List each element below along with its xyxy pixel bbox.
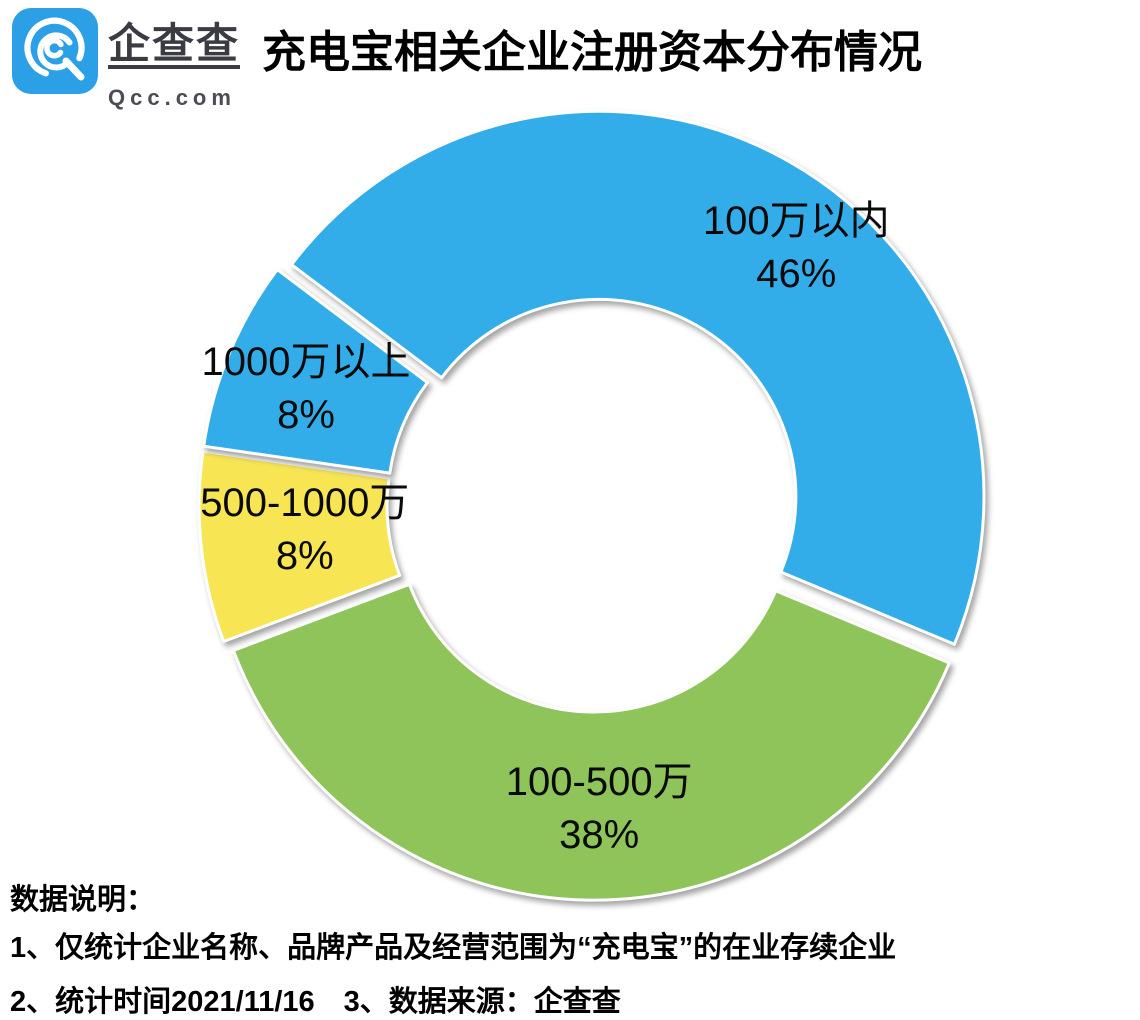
slice-pct-100w-500w: 38% bbox=[559, 813, 639, 857]
slice-pct-500w-1000w: 8% bbox=[276, 534, 334, 578]
notes-heading: 数据说明： bbox=[10, 884, 156, 916]
slice-over-1000w bbox=[202, 268, 429, 475]
slice-500w-1000w bbox=[197, 449, 402, 643]
slice-100w-500w bbox=[231, 582, 951, 902]
slice-label-500w-1000w: 500-1000万 bbox=[200, 481, 409, 525]
logo-middle-ring bbox=[37, 32, 73, 71]
notes-line-2: 2、统计时间2021/11/16 3、数据来源：企查查 bbox=[10, 986, 621, 1018]
slice-pct-under-100w: 46% bbox=[756, 252, 836, 296]
logo-center-c bbox=[44, 38, 64, 59]
data-notes: 数据说明： 1、仅统计企业名称、品牌产品及经营范围为“充电宝”的在业存续企业 2… bbox=[10, 876, 1110, 1018]
logo-wordmark: 企查查 bbox=[108, 20, 241, 67]
logo-outer-ring bbox=[24, 17, 85, 77]
qcc-logo-text: 企查查 Qcc.com bbox=[108, 10, 248, 111]
slice-pct-over-1000w: 8% bbox=[277, 393, 335, 437]
qcc-logo-icon bbox=[12, 8, 98, 94]
slice-label-under-100w: 100万以内 bbox=[703, 199, 890, 243]
slice-under-100w bbox=[290, 109, 986, 646]
page-title: 充电宝相关企业注册资本分布情况 bbox=[262, 28, 922, 77]
slice-label-100w-500w: 100-500万 bbox=[506, 760, 693, 804]
notes-line-1: 1、仅统计企业名称、品牌产品及经营范围为“充电宝”的在业存续企业 bbox=[10, 932, 897, 964]
slice-label-over-1000w: 1000万以上 bbox=[202, 340, 411, 384]
logo-domain: Qcc.com bbox=[108, 85, 236, 110]
